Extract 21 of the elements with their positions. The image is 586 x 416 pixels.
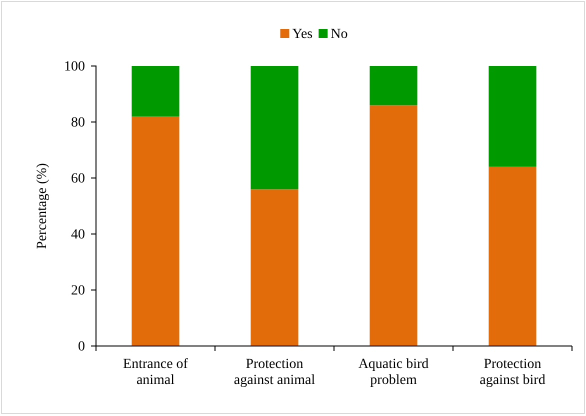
y-tick-label: 20 [71, 283, 85, 298]
bar [370, 105, 418, 346]
bar [370, 66, 418, 106]
bar [250, 189, 298, 346]
legend-label: No [330, 27, 348, 42]
x-tick-label: Protection against bird [480, 357, 546, 388]
bar [132, 116, 180, 346]
legend-label: Yes [292, 27, 313, 42]
y-tick-label: 100 [64, 59, 85, 74]
x-tick-label: Entrance of animal [123, 357, 188, 388]
y-tick-label: 0 [78, 339, 85, 354]
bar [488, 66, 536, 167]
y-tick-label: 80 [71, 115, 85, 130]
y-tick-label: 60 [71, 171, 85, 186]
bar [132, 66, 180, 116]
x-tick-label: Protection against animal [234, 357, 316, 388]
x-tick-label: Aquatic bird problem [358, 357, 429, 388]
y-tick-label: 40 [71, 227, 85, 242]
y-axis-title: Percentage (%) [35, 162, 50, 249]
bar [250, 66, 298, 190]
bar [488, 166, 536, 346]
